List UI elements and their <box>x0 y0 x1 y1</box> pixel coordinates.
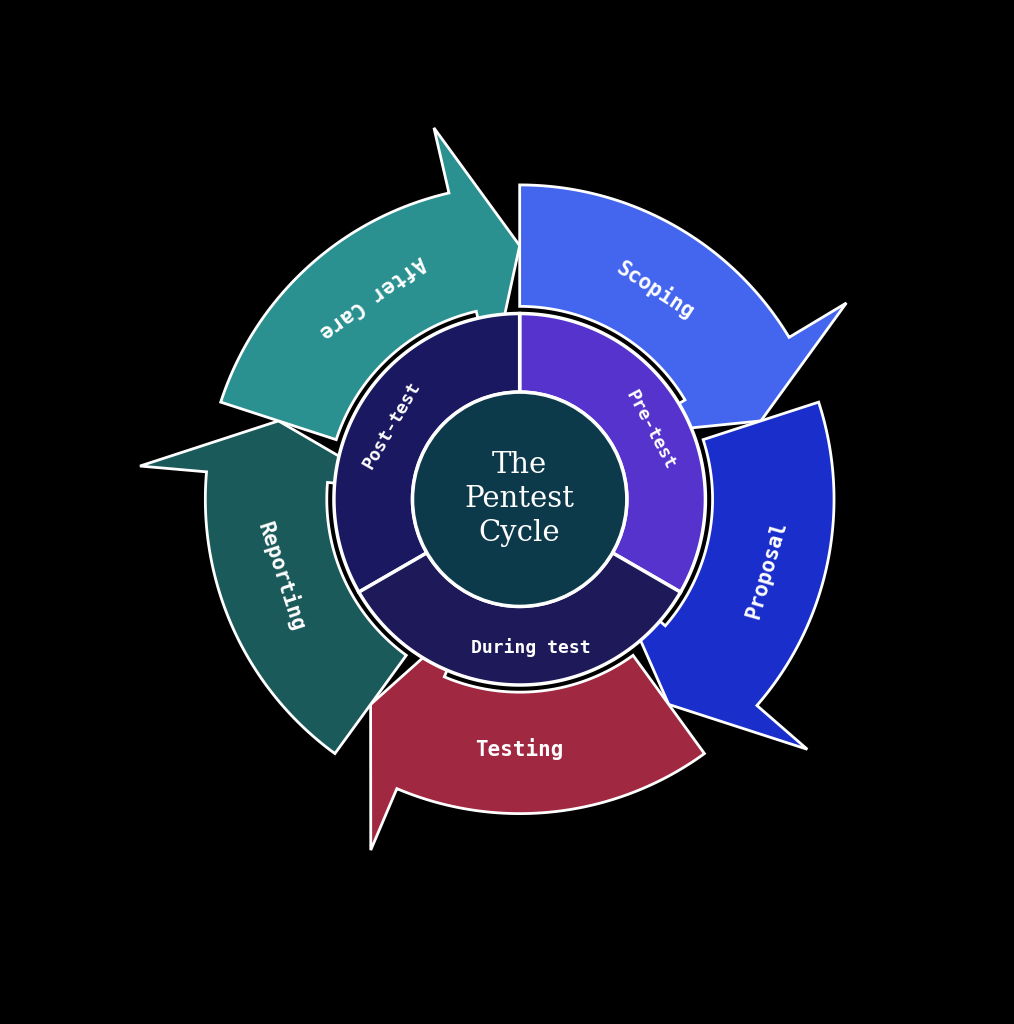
Circle shape <box>413 392 627 606</box>
Polygon shape <box>221 128 519 439</box>
Text: During test: During test <box>470 638 590 657</box>
Polygon shape <box>370 615 705 850</box>
Text: Scoping: Scoping <box>612 256 699 323</box>
Text: Pentest: Pentest <box>464 485 575 513</box>
Text: Reporting: Reporting <box>254 519 310 634</box>
Text: The: The <box>492 452 548 479</box>
Text: Proposal: Proposal <box>743 519 791 622</box>
Polygon shape <box>140 421 407 754</box>
Text: Testing: Testing <box>476 738 564 760</box>
Text: Pre-test: Pre-test <box>623 387 679 472</box>
Polygon shape <box>334 313 519 592</box>
Polygon shape <box>519 185 847 434</box>
Text: After Care: After Care <box>315 252 430 342</box>
Polygon shape <box>359 553 680 685</box>
Polygon shape <box>519 313 706 592</box>
Polygon shape <box>614 402 834 750</box>
Text: Cycle: Cycle <box>479 519 561 547</box>
Text: Post-test: Post-test <box>359 378 424 472</box>
